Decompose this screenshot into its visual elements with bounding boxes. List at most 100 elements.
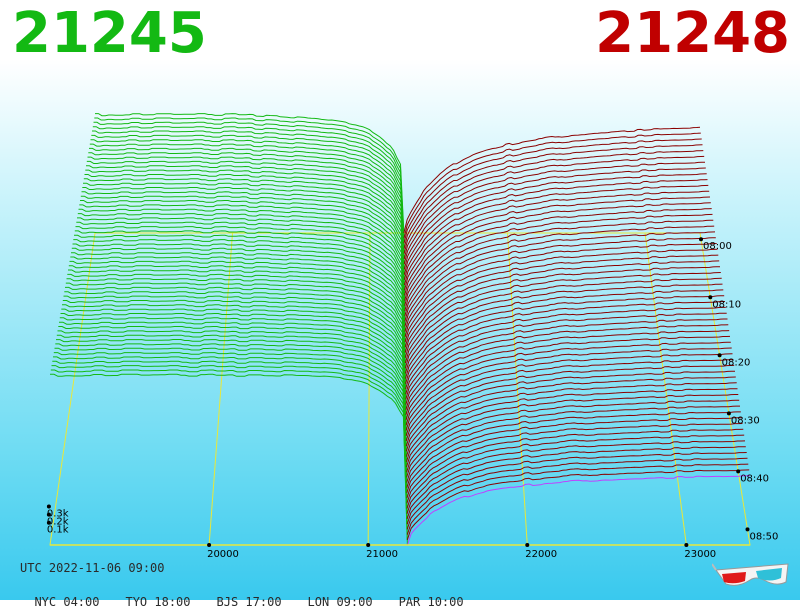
bid-depth-line — [52, 360, 408, 530]
bid-depth-line — [71, 252, 407, 400]
ask-depth-line — [404, 190, 710, 291]
ask-depth-line — [405, 370, 736, 452]
ask-depth-line — [405, 330, 730, 416]
ask-depth-line — [406, 440, 746, 514]
bid-depth-line — [57, 330, 408, 494]
zone-par: PAR 10:00 — [398, 595, 464, 609]
ask-depth-line — [406, 457, 748, 530]
ask-depth-line — [406, 405, 740, 483]
time-tick-label: 08:40 — [740, 473, 769, 484]
bid-price: 21245 — [12, 1, 207, 66]
bid-depth-line — [60, 313, 408, 473]
ask-depth-line — [405, 301, 726, 390]
time-tick-mark — [726, 411, 731, 416]
bid-depth-line — [76, 221, 406, 364]
bid-depth-line — [78, 208, 406, 348]
ask-price: 21248 — [595, 1, 790, 66]
ask-depth-line — [406, 446, 746, 520]
bid-depth-line — [51, 365, 408, 535]
ask-depth-line — [405, 324, 729, 410]
time-tick-label: 08:20 — [722, 357, 751, 368]
ask-depth-line — [403, 150, 704, 254]
zone-nyc: NYC 04:00 — [34, 595, 100, 609]
volume-tick-mark — [46, 512, 51, 517]
time-axis: 08:00 08:10 08:20 08:30 08:40 08:50 — [699, 237, 778, 542]
ask-depth-line — [406, 428, 744, 504]
volume-axis: 0.1k0.2k0.3k — [46, 504, 69, 536]
bid-depth-line — [86, 165, 406, 296]
ask-depth-line — [405, 335, 731, 421]
price-tick-mark — [366, 543, 371, 547]
volume-tick-mark — [46, 504, 51, 509]
ask-depth-line — [404, 219, 714, 317]
ask-depth-line — [405, 289, 724, 379]
bid-depth-line — [87, 156, 405, 286]
price-tick-label: 23000 — [684, 549, 716, 560]
volume-tick-label: 0.1k — [47, 525, 69, 536]
bid-depth-line — [59, 317, 408, 478]
time-tick-mark — [717, 353, 722, 358]
ask-depth-line — [406, 411, 741, 488]
volume-tick-label: 0.2k — [47, 517, 69, 528]
ask-depth-line — [404, 243, 717, 338]
ask-depth-line — [403, 173, 707, 275]
ask-depth-line — [406, 463, 749, 535]
world-clocks: NYC 04:00 TYO 18:00 BJS 17:00 LON 09:00 PAR … — [20, 581, 490, 609]
bid-depth-line — [80, 200, 406, 338]
bid-depth-line — [66, 278, 407, 431]
bid-depth-line — [95, 113, 405, 234]
time-tick-label: 08:30 — [731, 415, 760, 426]
ask-depth-line — [404, 208, 712, 306]
ask-depth-line — [404, 231, 716, 327]
bid-depth-line — [82, 187, 406, 322]
time-tick-mark — [745, 527, 750, 532]
bid-depth-line — [71, 247, 407, 395]
ask-depth-lines — [403, 126, 750, 546]
bid-depth-line — [91, 134, 405, 260]
price-gridline — [208, 232, 233, 546]
ask-depth-line — [406, 423, 743, 499]
bid-depth-line — [80, 195, 406, 332]
bid-depth-line — [89, 147, 405, 275]
ask-depth-line — [406, 452, 747, 525]
bid-depth-line — [62, 299, 407, 457]
bid-depth-line — [86, 160, 405, 291]
ask-depth-line — [403, 132, 701, 239]
utc-time: UTC 2022-11-06 09:00 — [20, 561, 165, 575]
bid-depth-line — [53, 356, 408, 525]
zone-tyo: TYO 18:00 — [125, 595, 191, 609]
bid-depth-line — [54, 347, 408, 514]
ask-depth-line — [404, 213, 713, 312]
ask-depth-line — [405, 318, 728, 405]
bid-depth-line — [68, 265, 407, 416]
ask-depth-line — [405, 306, 726, 395]
bid-depth-line — [79, 204, 406, 343]
bid-depth-line — [92, 126, 405, 249]
bid-depth-line — [56, 339, 408, 504]
ask-depth-line — [404, 254, 719, 348]
ask-depth-line — [406, 394, 739, 473]
bid-depth-lines — [50, 113, 408, 546]
price-axis: 20000 21000 22000 23000 — [207, 543, 716, 560]
bid-depth-line — [69, 260, 407, 410]
bid-depth-line — [68, 269, 407, 421]
bid-depth-line — [90, 139, 405, 265]
bid-depth-line — [63, 295, 407, 452]
ask-depth-line — [403, 138, 702, 244]
ask-depth-line — [403, 144, 703, 249]
ask-depth-line — [406, 388, 738, 468]
bid-depth-line — [75, 226, 406, 369]
bid-depth-line — [53, 352, 408, 520]
time-tick-label: 08:10 — [712, 299, 741, 310]
3d-glasses-icon[interactable] — [712, 560, 792, 590]
ask-depth-line — [405, 312, 727, 400]
ask-depth-line — [405, 347, 732, 431]
bid-depth-line — [73, 239, 407, 384]
bid-depth-line — [67, 273, 407, 426]
bid-depth-line — [59, 321, 408, 483]
time-tick-label: 08:50 — [750, 531, 779, 542]
bid-depth-line — [77, 217, 406, 358]
price-tick-label: 20000 — [207, 549, 239, 560]
ask-depth-line — [404, 237, 716, 332]
ask-depth-line — [404, 248, 718, 343]
